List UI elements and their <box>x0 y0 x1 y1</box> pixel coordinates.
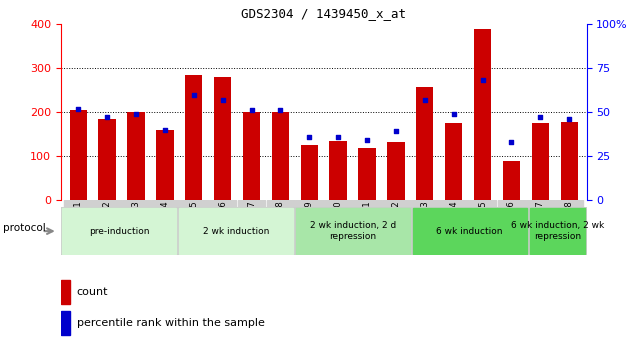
Bar <box>128 112 145 200</box>
Text: GSM76323: GSM76323 <box>420 200 429 246</box>
Text: 2 wk induction: 2 wk induction <box>203 227 269 236</box>
Text: 6 wk induction, 2 wk
repression: 6 wk induction, 2 wk repression <box>511 221 604 241</box>
Text: GSM76316: GSM76316 <box>218 200 227 246</box>
Bar <box>469 200 496 207</box>
Bar <box>353 200 381 207</box>
Bar <box>214 77 231 200</box>
Bar <box>358 148 376 200</box>
Bar <box>180 200 208 207</box>
Text: GSM76324: GSM76324 <box>449 200 458 246</box>
Text: GSM76320: GSM76320 <box>334 200 343 246</box>
Bar <box>243 112 260 200</box>
Bar <box>555 200 583 207</box>
Bar <box>61 312 71 335</box>
Bar <box>296 200 323 207</box>
Bar <box>272 112 289 200</box>
Point <box>275 108 285 113</box>
Bar <box>411 200 438 207</box>
Text: pre-induction: pre-induction <box>89 227 149 236</box>
Bar <box>529 208 585 254</box>
Text: GSM76321: GSM76321 <box>363 200 372 246</box>
Bar <box>62 208 176 254</box>
Text: GSM76317: GSM76317 <box>247 200 256 246</box>
Bar <box>185 75 203 200</box>
Text: GSM76326: GSM76326 <box>507 200 516 246</box>
Bar <box>301 145 318 200</box>
Text: GSM76312: GSM76312 <box>103 200 112 246</box>
Text: percentile rank within the sample: percentile rank within the sample <box>77 318 265 328</box>
Text: GSM76327: GSM76327 <box>536 200 545 246</box>
Text: GSM76318: GSM76318 <box>276 200 285 246</box>
Bar <box>531 123 549 200</box>
Bar <box>413 208 527 254</box>
Point <box>535 115 545 120</box>
Bar <box>122 200 150 207</box>
Text: protocol: protocol <box>3 223 46 233</box>
Bar <box>382 200 410 207</box>
Text: GSM76325: GSM76325 <box>478 200 487 246</box>
Bar <box>416 87 433 200</box>
Bar <box>209 200 237 207</box>
Text: GSM76315: GSM76315 <box>189 200 198 246</box>
Text: GSM76322: GSM76322 <box>392 200 401 246</box>
Point <box>188 92 199 97</box>
Point <box>246 108 256 113</box>
Point <box>449 111 459 117</box>
Bar <box>179 208 293 254</box>
Bar <box>99 119 116 200</box>
Bar <box>61 280 71 304</box>
Point <box>506 139 517 145</box>
Point <box>304 134 314 139</box>
Text: 6 wk induction: 6 wk induction <box>437 227 503 236</box>
Text: GDS2304 / 1439450_x_at: GDS2304 / 1439450_x_at <box>241 7 406 20</box>
Point <box>160 127 170 132</box>
Bar <box>387 141 404 200</box>
Bar <box>156 130 174 200</box>
Point <box>420 97 430 102</box>
Text: GSM76311: GSM76311 <box>74 200 83 246</box>
Bar <box>238 200 265 207</box>
Point <box>217 97 228 102</box>
Point <box>333 134 344 139</box>
Bar <box>445 123 462 200</box>
Bar <box>329 141 347 200</box>
Point <box>391 129 401 134</box>
Bar <box>560 122 578 200</box>
Text: GSM76319: GSM76319 <box>304 200 313 246</box>
Bar <box>267 200 294 207</box>
Text: 2 wk induction, 2 d
repression: 2 wk induction, 2 d repression <box>310 221 396 241</box>
Text: GSM76314: GSM76314 <box>160 200 169 246</box>
Point <box>73 106 83 111</box>
Point <box>564 116 574 122</box>
Text: GSM76313: GSM76313 <box>131 200 140 246</box>
Point <box>102 115 112 120</box>
Bar <box>503 160 520 200</box>
Bar <box>296 208 410 254</box>
Bar <box>324 200 352 207</box>
Point <box>478 78 488 83</box>
Bar <box>64 200 92 207</box>
Point <box>362 138 372 143</box>
Bar <box>497 200 525 207</box>
Bar <box>440 200 467 207</box>
Bar <box>93 200 121 207</box>
Bar <box>70 110 87 200</box>
Point <box>131 111 141 117</box>
Bar <box>474 29 491 200</box>
Bar <box>526 200 554 207</box>
Text: count: count <box>77 287 108 297</box>
Bar <box>151 200 179 207</box>
Text: GSM76328: GSM76328 <box>565 200 574 246</box>
